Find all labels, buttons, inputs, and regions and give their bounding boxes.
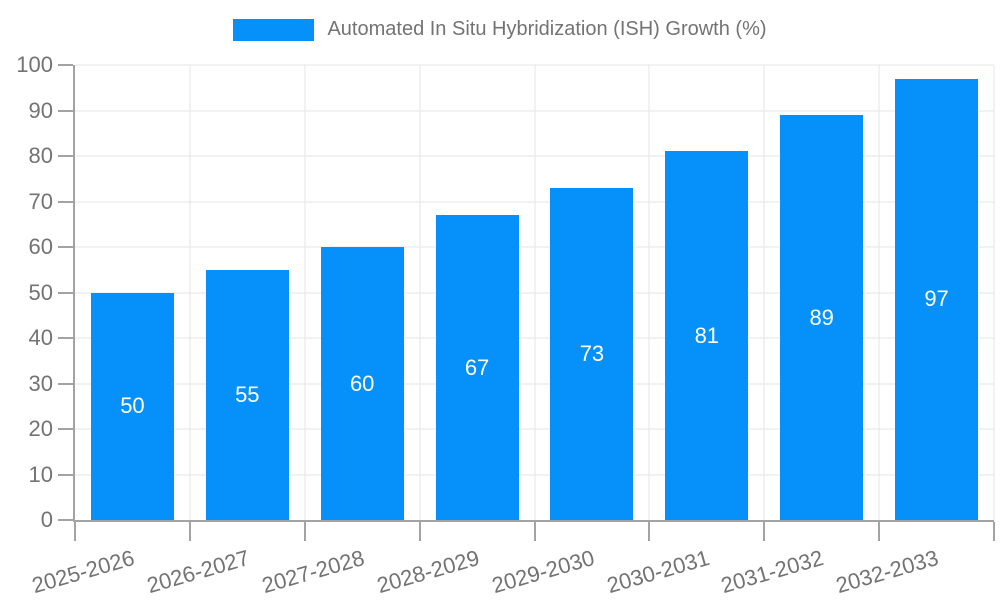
y-tick bbox=[58, 246, 73, 248]
x-tick bbox=[303, 522, 306, 541]
x-tick-label: 2030-2031 bbox=[603, 545, 712, 599]
y-tick-label: 40 bbox=[28, 325, 53, 350]
y-tick bbox=[58, 200, 73, 203]
y-tick-label: 20 bbox=[28, 416, 53, 441]
bar-value-label: 55 bbox=[235, 381, 260, 407]
y-tick-label: 60 bbox=[28, 234, 53, 259]
bar: 81 bbox=[665, 151, 749, 520]
x-tick-label: 2028-2029 bbox=[373, 545, 482, 599]
x-tick-label: 2032-2033 bbox=[833, 545, 942, 599]
legend-item[interactable]: Automated In Situ Hybridization (ISH) Gr… bbox=[233, 18, 767, 41]
y-tick-label: 50 bbox=[28, 279, 53, 305]
v-gridline bbox=[648, 65, 650, 520]
x-tick bbox=[418, 522, 421, 541]
bar-value-label: 73 bbox=[579, 340, 605, 366]
x-tick bbox=[648, 522, 651, 541]
x-tick-label: 2031-2032 bbox=[718, 545, 827, 599]
legend: Automated In Situ Hybridization (ISH) Gr… bbox=[0, 18, 1000, 41]
v-gridline bbox=[993, 65, 995, 520]
bar-value-label: 60 bbox=[349, 370, 375, 396]
x-tick bbox=[763, 522, 766, 541]
x-tick bbox=[533, 522, 536, 541]
y-tick-label: 90 bbox=[28, 97, 53, 123]
y-tick bbox=[58, 428, 73, 430]
y-tick bbox=[58, 473, 73, 476]
legend-label: Automated In Situ Hybridization (ISH) Gr… bbox=[327, 18, 767, 40]
y-tick-label: 10 bbox=[28, 461, 53, 487]
y-tick-label: 30 bbox=[28, 370, 53, 396]
bar-value-label: 50 bbox=[120, 393, 145, 419]
v-gridline bbox=[189, 65, 191, 520]
bar-value-label: 67 bbox=[464, 354, 490, 380]
v-gridline bbox=[534, 65, 535, 520]
v-gridline bbox=[419, 65, 421, 520]
bar: 60 bbox=[320, 247, 404, 520]
y-tick-label: 80 bbox=[28, 143, 53, 168]
x-tick bbox=[188, 522, 191, 541]
plot-area: 50 55 60 67 73 81 89 97 bbox=[58, 64, 995, 541]
bar-value-label: 97 bbox=[924, 286, 949, 312]
x-tick bbox=[993, 522, 995, 541]
y-tick-label: 100 bbox=[16, 52, 53, 77]
y-axis-labels: 0 10 20 30 40 50 60 70 80 90 100 bbox=[0, 52, 53, 532]
x-tick-label: 2029-2030 bbox=[488, 545, 597, 599]
y-tick bbox=[58, 382, 73, 385]
bar: 50 bbox=[90, 292, 174, 520]
x-tick bbox=[878, 522, 881, 541]
legend-swatch bbox=[233, 18, 315, 41]
bar: 67 bbox=[435, 215, 519, 520]
y-tick bbox=[58, 109, 73, 112]
y-tick bbox=[58, 291, 73, 294]
x-tick-label: 2027-2028 bbox=[259, 545, 368, 599]
x-axis-labels: 2025-2026 2026-2027 2027-2028 2028-2029 2029… bbox=[29, 545, 992, 600]
v-gridline bbox=[878, 65, 880, 520]
bar: 55 bbox=[205, 269, 289, 520]
bar: 97 bbox=[895, 78, 979, 520]
y-tick bbox=[58, 337, 73, 339]
bar-value-label: 81 bbox=[694, 322, 720, 348]
y-tick-label: 70 bbox=[28, 188, 53, 214]
v-gridline bbox=[304, 65, 306, 520]
bar: 89 bbox=[780, 115, 864, 520]
y-tick bbox=[58, 64, 73, 66]
x-tick-label: 2025-2026 bbox=[29, 545, 138, 599]
y-tick bbox=[58, 155, 73, 157]
v-gridline bbox=[763, 65, 765, 520]
bar-value-label: 89 bbox=[809, 304, 834, 330]
bar: 73 bbox=[550, 187, 634, 520]
y-tick-label: 0 bbox=[40, 507, 53, 532]
y-tick bbox=[58, 519, 73, 521]
x-tick bbox=[74, 522, 76, 541]
x-tick-label: 2026-2027 bbox=[144, 545, 253, 599]
